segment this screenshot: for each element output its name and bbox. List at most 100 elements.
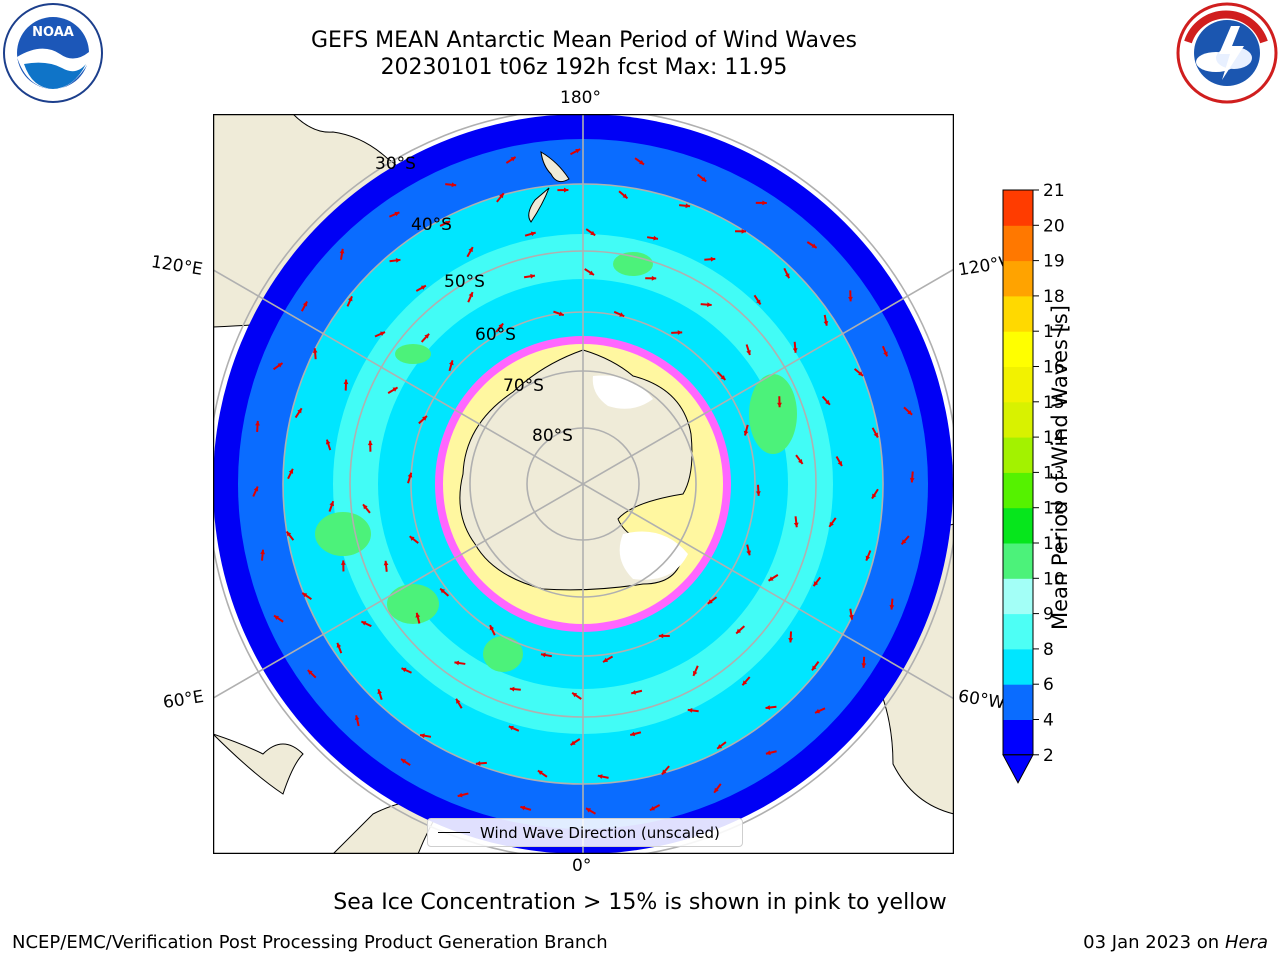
wind-wave-arrowhead bbox=[558, 311, 564, 317]
lat-label-30s: 30°S bbox=[375, 154, 416, 174]
colorbar-segment bbox=[1003, 472, 1033, 509]
colorbar-segment bbox=[1003, 684, 1033, 720]
patch-green-4 bbox=[749, 374, 797, 454]
wind-wave-arrowhead bbox=[756, 491, 761, 496]
wind-wave-arrowhead bbox=[307, 670, 313, 675]
wind-wave-arrowhead bbox=[742, 680, 748, 686]
wind-wave-arrowhead bbox=[811, 665, 817, 671]
colorbar-label: Mean Period of Wind Waves [s] bbox=[1048, 305, 1072, 630]
wind-wave-arrowhead bbox=[848, 614, 854, 620]
wind-wave-arrowhead bbox=[510, 156, 516, 162]
colorbar-tick-label: 17 bbox=[1043, 322, 1065, 342]
wind-wave-arrowhead bbox=[741, 228, 747, 234]
colorbar-tick-label: 21 bbox=[1043, 181, 1065, 201]
colorbar-tick-label: 12 bbox=[1043, 499, 1065, 519]
wind-wave-arrowhead bbox=[848, 296, 853, 302]
colorbar-segment bbox=[1003, 719, 1033, 756]
colorbar-segment bbox=[1003, 578, 1033, 615]
wind-wave-arrowhead bbox=[572, 692, 578, 698]
colorbar-tick-label: 4 bbox=[1043, 711, 1054, 731]
wind-wave-arrowhead bbox=[454, 660, 460, 666]
graticule bbox=[213, 114, 954, 854]
wind-wave-arrowhead bbox=[687, 708, 693, 713]
colorbar-tick-label: 20 bbox=[1043, 216, 1065, 236]
wind-wave-arrowhead bbox=[907, 410, 913, 415]
wind-wave-arrowhead bbox=[858, 371, 864, 376]
lon-label-180: 180° bbox=[560, 88, 601, 108]
wind-wave-arrowhead bbox=[564, 187, 569, 193]
colorbar-tick-label: 10 bbox=[1043, 569, 1065, 589]
wind-wave-arrowhead bbox=[873, 432, 878, 438]
wind-wave-arrowhead bbox=[363, 504, 368, 510]
wind-wave-arrowhead bbox=[785, 273, 790, 279]
wind-wave-arrowhead bbox=[415, 612, 421, 618]
footer-producer: NCEP/EMC/Verification Post Processing Pr… bbox=[12, 932, 608, 953]
wind-wave-arrowhead bbox=[746, 550, 752, 556]
wind-wave-arrowhead bbox=[468, 292, 474, 298]
wind-wave-arrowhead bbox=[590, 230, 596, 236]
lat-label-40s: 40°S bbox=[411, 215, 452, 235]
wind-wave-arrowhead bbox=[630, 731, 636, 737]
wind-wave-arrowhead bbox=[367, 440, 373, 446]
wind-wave-arrowhead bbox=[586, 808, 592, 813]
wind-wave-arrowhead bbox=[651, 275, 657, 281]
wind-wave-arrowhead bbox=[260, 549, 265, 555]
colorbar-tick-label: 13 bbox=[1043, 463, 1065, 483]
footer-date: 03 Jan 2023 on Hera bbox=[1083, 932, 1268, 953]
wind-wave-arrowhead bbox=[909, 477, 915, 483]
colorbar-tick-label: 11 bbox=[1043, 534, 1065, 554]
wind-wave-arrowhead bbox=[394, 211, 400, 217]
wind-wave-arrowhead bbox=[597, 774, 603, 779]
colorbar-tick-label: 6 bbox=[1043, 675, 1054, 695]
wind-wave-arrowhead bbox=[395, 258, 401, 263]
wind-wave-arrowhead bbox=[677, 330, 683, 335]
wind-wave-arrowhead bbox=[901, 539, 907, 545]
wind-wave-arrowhead bbox=[768, 576, 774, 581]
wind-wave-arrowhead bbox=[619, 312, 625, 317]
wind-wave-arrowhead bbox=[883, 351, 888, 357]
wind-wave-arrowhead bbox=[520, 805, 526, 811]
wind-wave-arrowhead bbox=[348, 296, 353, 302]
wind-wave-arrowhead bbox=[743, 430, 749, 436]
legend-line-swatch bbox=[438, 832, 470, 833]
patch-green-2 bbox=[387, 584, 439, 624]
wind-wave-arrowhead bbox=[788, 637, 794, 643]
wind-wave-arrowhead bbox=[710, 256, 716, 262]
wind-wave-arrowhead bbox=[286, 531, 292, 537]
colorbar-tick-label: 19 bbox=[1043, 252, 1065, 272]
wind-wave-arrowhead bbox=[792, 348, 798, 353]
colorbar-segment bbox=[1003, 401, 1033, 438]
colorbar-tick-label: 2 bbox=[1043, 746, 1054, 766]
lat-label-80s: 80°S bbox=[532, 426, 573, 446]
colorbar-segment bbox=[1003, 190, 1033, 226]
wind-wave-arrowhead bbox=[329, 501, 334, 507]
footer-date-text: 03 Jan 2023 on bbox=[1083, 932, 1225, 953]
wind-wave-arrowhead bbox=[377, 689, 383, 695]
land-new-zealand bbox=[528, 151, 570, 223]
wind-wave-arrowhead bbox=[509, 686, 515, 692]
wind-wave-arrowhead bbox=[475, 761, 481, 766]
wind-wave-arrowhead bbox=[588, 270, 594, 275]
wind-wave-arrowhead bbox=[339, 248, 345, 254]
wind-wave-arrowhead bbox=[798, 458, 803, 464]
chart-title: GEFS MEAN Antarctic Mean Period of Wind … bbox=[311, 28, 857, 53]
lat-label-60s: 60°S bbox=[475, 325, 516, 345]
wind-wave-arrowhead bbox=[865, 555, 871, 561]
wind-wave-arrowhead bbox=[499, 193, 504, 199]
land-africa bbox=[213, 733, 304, 795]
wind-wave-arrowhead bbox=[813, 581, 819, 587]
wind-wave-arrowhead bbox=[658, 633, 664, 639]
colorbar-segment bbox=[1003, 366, 1033, 403]
wind-wave-arrowhead bbox=[829, 521, 834, 527]
noaa-logo: NOAA bbox=[3, 3, 103, 103]
wind-wave-arrowhead bbox=[343, 379, 349, 385]
patch-green-3 bbox=[483, 636, 523, 672]
wind-wave-arrowhead bbox=[325, 439, 331, 445]
wind-wave-arrowhead bbox=[530, 231, 536, 237]
wind-wave-arrowhead bbox=[777, 402, 782, 408]
wind-wave-arrowhead bbox=[762, 200, 767, 206]
wind-wave-arrowhead bbox=[457, 792, 463, 798]
wind-wave-arrowhead bbox=[765, 705, 771, 710]
wind-wave-arrowhead bbox=[793, 522, 799, 528]
colorbar-segment bbox=[1003, 648, 1033, 685]
